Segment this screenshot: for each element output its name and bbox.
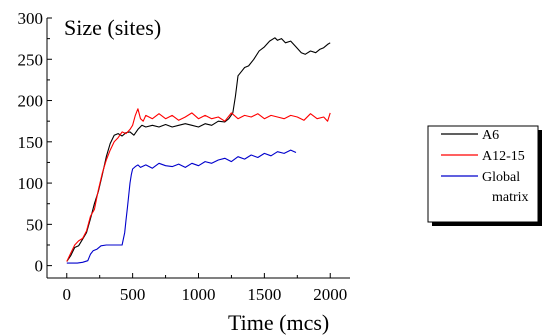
y-tick-label: 100 bbox=[18, 174, 44, 193]
legend-label: A6 bbox=[482, 128, 499, 143]
x-axis-title: Time (mcs) bbox=[228, 310, 329, 335]
x-tick-label: 0 bbox=[63, 285, 72, 304]
y-axis-title: Size (sites) bbox=[64, 15, 161, 40]
y-tick-label: 50 bbox=[26, 215, 43, 234]
y-tick-label: 300 bbox=[18, 9, 44, 28]
legend-box bbox=[427, 125, 539, 223]
legend: A6 A12-15 Global matrix bbox=[427, 125, 542, 226]
legend-label: Global bbox=[482, 170, 520, 185]
x-tick-label: 1500 bbox=[247, 285, 281, 304]
axes bbox=[46, 18, 350, 279]
y-tick-label: 150 bbox=[18, 133, 44, 152]
x-tick-label: 500 bbox=[120, 285, 146, 304]
x-tick-label: 2000 bbox=[313, 285, 347, 304]
y-tick-label: 0 bbox=[35, 257, 44, 276]
series-line-3 bbox=[66, 149, 297, 264]
series-line-2 bbox=[66, 108, 331, 262]
legend-label: A12-15 bbox=[482, 149, 525, 164]
y-tick-label: 250 bbox=[18, 50, 44, 69]
series-layer bbox=[66, 37, 331, 264]
y-tick-label: 200 bbox=[18, 92, 44, 111]
x-tick-label: 1000 bbox=[182, 285, 216, 304]
legend-label: matrix bbox=[492, 190, 529, 205]
ticks: 0 50 100 150 200 250 300 0 500 1000 1500 2000 bbox=[18, 9, 348, 304]
